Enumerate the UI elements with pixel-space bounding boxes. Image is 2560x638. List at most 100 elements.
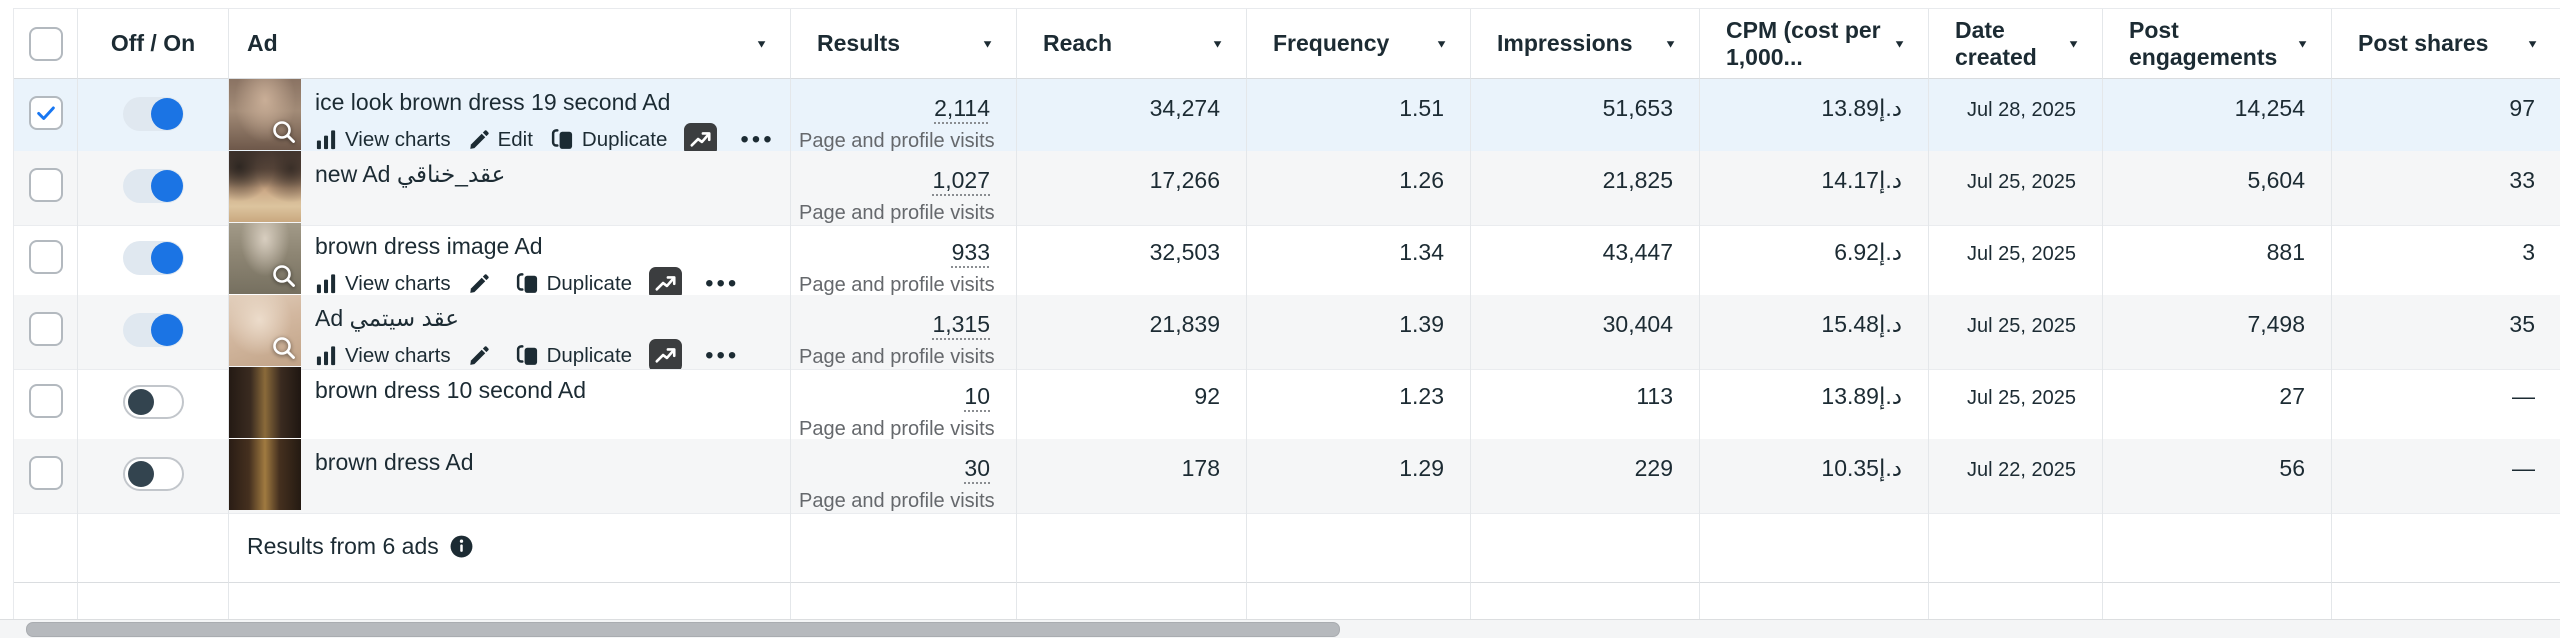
scrollbar-thumb[interactable]: [26, 622, 1340, 637]
view-charts-button[interactable]: View charts: [315, 272, 451, 296]
zoom-icon[interactable]: [269, 117, 299, 147]
chevron-down-icon[interactable]: ▼: [1435, 37, 1448, 50]
ad-name[interactable]: brown dress 10 second Ad: [315, 377, 587, 403]
duplicate-label: Duplicate: [581, 127, 668, 151]
cpm-value: 15.48د.إ: [1821, 311, 1902, 337]
post-engagements-cell: 14,254: [2103, 79, 2332, 154]
column-header-post-shares[interactable]: Post shares ▼: [2332, 9, 2560, 79]
results-value[interactable]: 1,315: [932, 311, 990, 337]
frequency-cell: 1.23: [1247, 367, 1471, 442]
chevron-down-icon[interactable]: ▼: [2296, 37, 2309, 50]
view-charts-button[interactable]: View charts: [315, 128, 451, 152]
column-header-frequency[interactable]: Frequency ▼: [1247, 9, 1471, 79]
view-charts-button[interactable]: View charts: [315, 344, 451, 368]
horizontal-scrollbar[interactable]: [0, 619, 2560, 638]
info-icon[interactable]: [449, 534, 474, 559]
impressions-value: 30,404: [1602, 311, 1673, 337]
column-header-ad[interactable]: Ad ▼: [229, 9, 791, 79]
duplicate-button[interactable]: Duplicate: [550, 127, 667, 152]
ad-toggle[interactable]: [122, 97, 184, 131]
off-on-label: Off / On: [110, 30, 196, 56]
ad-thumbnail[interactable]: [229, 151, 301, 222]
impressions-value: 113: [1636, 383, 1673, 409]
results-value[interactable]: 10: [964, 383, 990, 409]
chevron-down-icon[interactable]: ▼: [1211, 37, 1224, 50]
ad-name[interactable]: new Ad عقد_خناقي: [315, 161, 506, 187]
toggle-knob: [127, 389, 154, 415]
more-options-button[interactable]: •••: [705, 341, 740, 369]
more-options-button[interactable]: •••: [705, 269, 740, 297]
boost-button[interactable]: [684, 123, 718, 153]
row-checkbox[interactable]: [28, 384, 63, 418]
duplicate-button[interactable]: Duplicate: [515, 271, 632, 296]
ad-thumbnail[interactable]: [229, 79, 301, 150]
toggle-knob: [127, 461, 154, 487]
ad-toggle[interactable]: [122, 241, 184, 275]
post-engagements-cell: 56: [2103, 439, 2332, 514]
results-value[interactable]: 2,114: [934, 95, 990, 121]
ad-toggle[interactable]: [122, 169, 184, 203]
duplicate-button[interactable]: Duplicate: [515, 343, 632, 368]
post-shares-cell: —: [2332, 367, 2560, 442]
ad-name[interactable]: Ad عقد سيتمي: [315, 305, 459, 331]
post-engagements-value: 14,254: [2234, 95, 2305, 121]
column-header-results[interactable]: Results ▼: [791, 9, 1017, 79]
chevron-down-icon[interactable]: ▼: [755, 37, 768, 50]
results-value[interactable]: 1,027: [932, 167, 990, 193]
date-created-value: Jul 25, 2025: [1967, 243, 2076, 265]
table-header-row: Off / On Ad ▼ Results ▼ Reach ▼ Frequenc…: [14, 9, 2560, 79]
ad-thumbnail[interactable]: [229, 295, 301, 366]
ad-name[interactable]: brown dress Ad: [315, 449, 474, 475]
row-checkbox[interactable]: [28, 168, 63, 202]
boost-button[interactable]: [649, 267, 683, 297]
row-checkbox[interactable]: [28, 312, 63, 346]
results-value[interactable]: 30: [964, 455, 990, 481]
ad-thumbnail[interactable]: [229, 439, 301, 510]
column-header-date-created[interactable]: Date created ▼: [1929, 9, 2103, 79]
frequency-cell: 1.29: [1247, 439, 1471, 514]
chevron-down-icon[interactable]: ▼: [2067, 37, 2080, 50]
edit-button[interactable]: [468, 272, 498, 295]
ad-name[interactable]: ice look brown dress 19 second Ad: [315, 89, 671, 115]
chevron-down-icon[interactable]: ▼: [2526, 37, 2539, 50]
duplicate-label: Duplicate: [546, 343, 633, 367]
zoom-icon[interactable]: [269, 333, 299, 363]
edit-button[interactable]: Edit: [468, 128, 533, 152]
row-checkbox[interactable]: [28, 240, 63, 274]
results-value[interactable]: 933: [951, 239, 990, 265]
ad-toggle[interactable]: [122, 313, 184, 347]
boost-button[interactable]: [649, 339, 683, 369]
ad-toggle[interactable]: [122, 457, 184, 491]
impressions-cell: 43,447: [1471, 223, 1700, 298]
post-shares-cell: 3: [2332, 223, 2560, 298]
results-type: Page and profile visits: [799, 418, 995, 440]
row-checkbox[interactable]: [28, 96, 63, 130]
more-options-button[interactable]: •••: [740, 125, 775, 153]
post-engagements-value: 881: [2266, 239, 2305, 265]
ad-thumbnail[interactable]: [229, 223, 301, 294]
chevron-down-icon[interactable]: ▼: [1664, 37, 1677, 50]
cpm-cell: 6.92د.إ: [1700, 223, 1929, 298]
chevron-down-icon[interactable]: ▼: [1893, 37, 1906, 50]
ad-toggle[interactable]: [122, 385, 184, 419]
frequency-value: 1.23: [1399, 383, 1444, 409]
column-header-cpm[interactable]: CPM (cost per 1,000... ▼: [1700, 9, 1929, 79]
bar-chart-icon: [316, 346, 336, 366]
reach-value: 178: [1181, 455, 1220, 481]
date-created-cell: Jul 25, 2025: [1929, 151, 2103, 226]
chevron-down-icon[interactable]: ▼: [981, 37, 994, 50]
ad-name[interactable]: brown dress image Ad: [315, 233, 543, 259]
view-charts-label: View charts: [345, 343, 451, 367]
zoom-icon[interactable]: [269, 261, 299, 291]
column-header-impressions[interactable]: Impressions ▼: [1471, 9, 1700, 79]
column-header-post-engagements[interactable]: Post engagements ▼: [2103, 9, 2332, 79]
edit-button[interactable]: [468, 344, 498, 367]
ad-thumbnail[interactable]: [229, 367, 301, 438]
select-all-checkbox[interactable]: [28, 26, 63, 61]
table-body: ice look brown dress 19 second Ad View c…: [14, 79, 2560, 514]
column-header-reach[interactable]: Reach ▼: [1017, 9, 1247, 79]
results-summary: Results from 6 ads: [247, 533, 439, 559]
row-checkbox[interactable]: [28, 456, 63, 490]
impressions-cell: 113: [1471, 367, 1700, 442]
toggle-knob: [150, 170, 183, 202]
